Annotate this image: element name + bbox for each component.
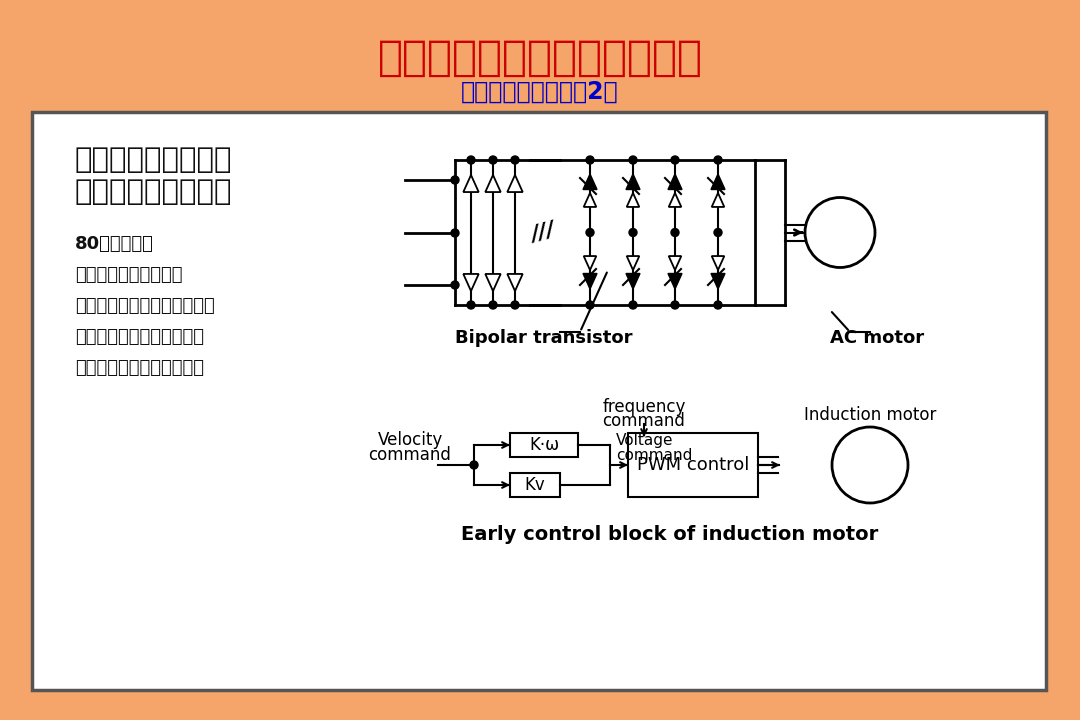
Circle shape	[489, 301, 497, 309]
Circle shape	[451, 281, 459, 289]
Polygon shape	[626, 174, 640, 189]
Circle shape	[467, 156, 475, 164]
Polygon shape	[712, 256, 725, 270]
Polygon shape	[583, 174, 597, 189]
Polygon shape	[669, 274, 681, 289]
Circle shape	[714, 156, 723, 164]
Text: Voltage: Voltage	[616, 433, 674, 449]
Text: Induction motor: Induction motor	[804, 406, 936, 424]
Text: 伺服放大器的发展（2）: 伺服放大器的发展（2）	[461, 80, 619, 104]
Polygon shape	[508, 274, 523, 291]
Polygon shape	[626, 274, 640, 289]
Text: ///: ///	[528, 220, 557, 246]
Circle shape	[470, 461, 478, 469]
Polygon shape	[463, 274, 478, 291]
Text: command: command	[603, 412, 686, 430]
Circle shape	[586, 301, 594, 309]
Circle shape	[714, 301, 723, 309]
Polygon shape	[508, 175, 523, 192]
Polygon shape	[711, 274, 725, 289]
Polygon shape	[463, 175, 478, 192]
Text: 主轴压频及滑差控制: 主轴压频及滑差控制	[75, 178, 232, 206]
Circle shape	[511, 156, 519, 164]
Circle shape	[489, 156, 497, 164]
Circle shape	[671, 301, 679, 309]
Text: Velocity: Velocity	[377, 431, 443, 449]
Circle shape	[586, 156, 594, 164]
Text: 功率调速范围而得到应用。: 功率调速范围而得到应用。	[75, 359, 204, 377]
FancyBboxPatch shape	[32, 112, 1047, 690]
Polygon shape	[711, 174, 725, 189]
Polygon shape	[669, 256, 681, 270]
Circle shape	[629, 156, 637, 164]
Text: Kv: Kv	[525, 476, 545, 494]
Circle shape	[832, 427, 908, 503]
Circle shape	[671, 156, 679, 164]
Circle shape	[511, 301, 519, 309]
FancyBboxPatch shape	[510, 433, 578, 457]
Polygon shape	[485, 274, 501, 291]
Text: command: command	[368, 446, 451, 464]
Text: PWM control: PWM control	[637, 456, 750, 474]
FancyBboxPatch shape	[510, 473, 561, 497]
Text: Early control block of induction motor: Early control block of induction motor	[461, 526, 879, 544]
Text: 异步电机变频时具有宽的恒: 异步电机变频时具有宽的恒	[75, 328, 204, 346]
Polygon shape	[626, 256, 639, 270]
Text: 及急仃时的动态制动而采用。: 及急仃时的动态制动而采用。	[75, 297, 215, 315]
Text: command: command	[616, 449, 692, 464]
Text: 由于同步电机的高响应: 由于同步电机的高响应	[75, 266, 183, 284]
Circle shape	[805, 197, 875, 268]
Text: 80年代早期：: 80年代早期：	[75, 235, 153, 253]
Polygon shape	[669, 193, 681, 207]
Circle shape	[586, 228, 594, 236]
Text: AC motor: AC motor	[831, 329, 924, 347]
FancyBboxPatch shape	[627, 433, 758, 497]
Text: frequency: frequency	[603, 398, 686, 416]
Text: 伺服进给采用同步机: 伺服进给采用同步机	[75, 146, 232, 174]
Polygon shape	[583, 193, 596, 207]
Circle shape	[451, 229, 459, 237]
Circle shape	[714, 228, 723, 236]
Polygon shape	[583, 256, 596, 270]
Circle shape	[629, 301, 637, 309]
Circle shape	[629, 228, 637, 236]
Polygon shape	[712, 193, 725, 207]
Circle shape	[671, 228, 679, 236]
Text: K·ω: K·ω	[529, 436, 559, 454]
Polygon shape	[626, 193, 639, 207]
Text: 数控机床伺服驱动及控制技术: 数控机床伺服驱动及控制技术	[378, 37, 702, 79]
Circle shape	[467, 301, 475, 309]
Circle shape	[451, 176, 459, 184]
Polygon shape	[669, 174, 681, 189]
Polygon shape	[583, 274, 597, 289]
Polygon shape	[485, 175, 501, 192]
Text: Bipolar transistor: Bipolar transistor	[455, 329, 633, 347]
